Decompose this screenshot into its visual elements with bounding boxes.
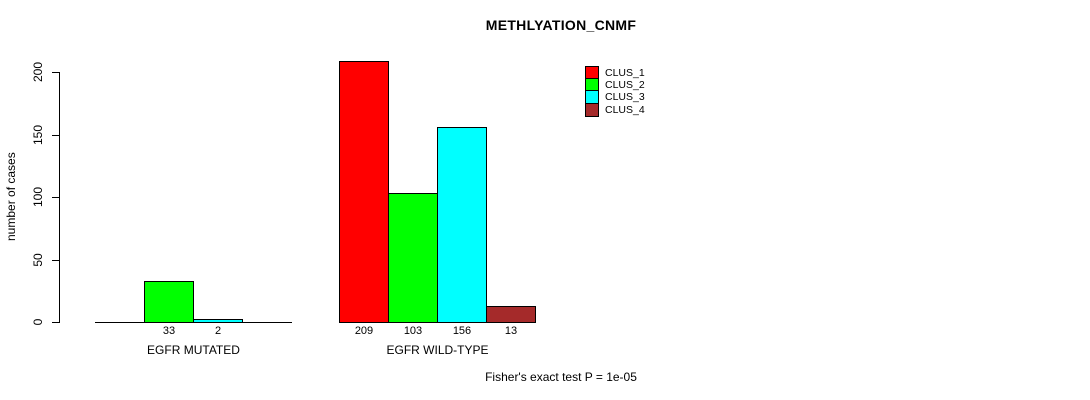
bar-value-label: 209: [354, 325, 374, 337]
bar-clus_2: [144, 281, 194, 323]
y-axis-tick: [52, 197, 59, 198]
y-axis-tick: [52, 72, 59, 73]
x-axis-category-label: EGFR WILD-TYPE: [386, 343, 489, 357]
bar-clus_3: [437, 127, 487, 323]
bar-value-label: 13: [504, 325, 518, 337]
y-axis-tick: [52, 134, 59, 136]
legend-label: CLUS_2: [605, 78, 645, 91]
chart-title: METHLYATION_CNMF: [485, 17, 637, 33]
bar-value-label: 156: [452, 325, 472, 337]
legend-item: CLUS_3: [585, 90, 645, 105]
legend-swatch: [585, 102, 599, 117]
legend-item: CLUS_4: [585, 102, 645, 117]
x-axis-category-label: EGFR MUTATED: [147, 343, 240, 357]
annotation-text: Fisher's exact test P = 1e-05: [485, 370, 637, 384]
legend-label: CLUS_3: [605, 91, 645, 104]
legend-label: CLUS_1: [605, 66, 645, 79]
legend-item: CLUS_2: [585, 77, 645, 92]
bar-value-label: 2: [214, 325, 222, 337]
y-axis-tick: [52, 259, 59, 261]
bar-clus_2: [388, 193, 438, 323]
bar-value-label: 33: [162, 325, 176, 337]
y-axis-line: [59, 72, 60, 323]
bar-clus_3: [193, 319, 243, 323]
legend-label: CLUS_4: [605, 103, 645, 116]
y-axis-tick: [52, 322, 59, 323]
bar-clus_1: [339, 61, 389, 323]
bar-value-label: 103: [403, 325, 423, 337]
bar-clus_4: [486, 306, 536, 323]
